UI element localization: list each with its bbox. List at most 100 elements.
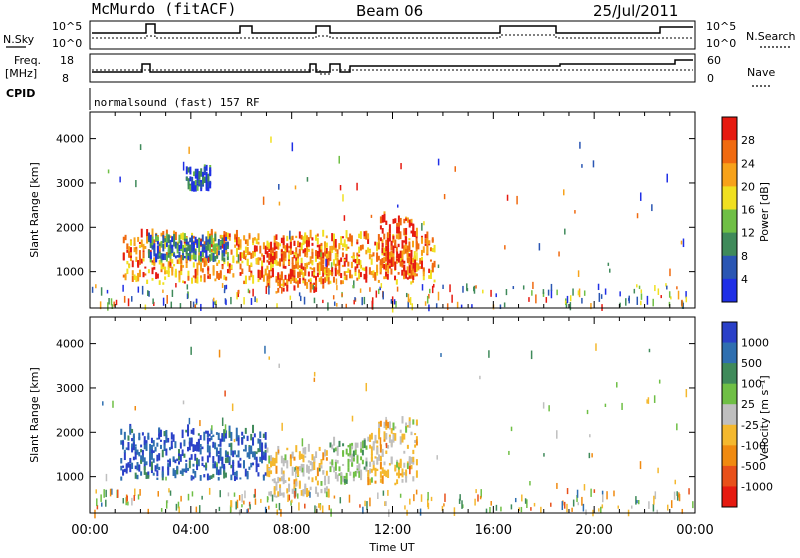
heatmap-cell	[177, 501, 180, 509]
heatmap-cell	[581, 164, 583, 168]
heatmap-cell	[201, 243, 204, 252]
heatmap-cell	[397, 224, 400, 230]
heatmap-cell	[401, 250, 404, 260]
heatmap-cell	[392, 263, 395, 267]
heatmap-cell	[577, 270, 580, 277]
heatmap-cell	[396, 258, 399, 261]
heatmap-cell	[271, 262, 274, 268]
heatmap-cell	[685, 291, 687, 299]
heatmap-cell	[529, 481, 531, 486]
heatmap-cell	[325, 258, 328, 268]
heatmap-cell	[646, 399, 648, 404]
heatmap-cell	[141, 432, 144, 436]
heatmap-cell	[306, 488, 309, 498]
heatmap-cell	[595, 343, 597, 351]
heatmap-cell	[347, 246, 350, 249]
heatmap-cell	[248, 446, 251, 455]
heatmap-cell	[299, 295, 302, 302]
heatmap-cell	[422, 246, 425, 253]
heatmap-cell	[387, 469, 390, 479]
heatmap-cell	[385, 220, 388, 225]
heatmap-cell	[264, 506, 267, 514]
heatmap-cell	[219, 466, 222, 475]
heatmap-cell	[284, 457, 287, 464]
heatmap-cell	[338, 260, 341, 266]
colorbar-swatch	[722, 342, 737, 364]
heatmap-cell	[403, 260, 406, 264]
heatmap-cell	[165, 476, 167, 481]
heatmap-cell	[636, 296, 639, 305]
heatmap-cell	[392, 245, 395, 252]
heatmap-cell	[266, 470, 269, 477]
heatmap-cell	[191, 176, 194, 186]
heatmap-cell	[257, 438, 260, 444]
heatmap-cell	[333, 301, 336, 306]
heatmap-cell	[383, 276, 386, 280]
heatmap-cell	[244, 490, 246, 499]
heatmap-cell	[613, 490, 615, 497]
heatmap-cell	[167, 437, 170, 443]
heatmap-cell	[122, 444, 125, 450]
heatmap-cell	[153, 262, 156, 266]
heatmap-cell	[194, 252, 197, 260]
heatmap-cell	[416, 252, 418, 261]
heatmap-cell	[286, 460, 289, 469]
heatmap-cell	[200, 180, 203, 189]
heatmap-cell	[280, 271, 283, 279]
heatmap-cell	[324, 277, 327, 283]
heatmap-cell	[414, 440, 417, 444]
heatmap-cell	[192, 275, 195, 278]
heatmap-cell	[412, 257, 415, 263]
heatmap-cell	[244, 275, 247, 285]
colorbar-tick-label: 12	[741, 227, 755, 240]
heatmap-cell	[235, 434, 238, 440]
heatmap-cell	[321, 505, 324, 514]
heatmap-cell	[363, 236, 366, 239]
heatmap-cell	[409, 297, 412, 305]
heatmap-cell	[109, 488, 112, 497]
cpid-value: normalsound (fast) 157 RF	[94, 96, 260, 109]
heatmap-cell	[350, 274, 353, 279]
heatmap-cell	[196, 168, 199, 176]
heatmap-cell	[196, 185, 199, 191]
colorbar-tick-label: 28	[741, 134, 755, 147]
heatmap-cell	[280, 237, 283, 244]
heatmap-cell	[232, 273, 235, 278]
heatmap-cell	[129, 240, 132, 246]
heatmap-cell	[354, 297, 356, 301]
heatmap-cell	[199, 475, 202, 481]
heatmap-cell	[224, 450, 227, 458]
heatmap-cell	[188, 437, 191, 446]
heatmap-cell	[405, 218, 408, 221]
heatmap-cell	[187, 253, 190, 261]
heatmap-cell	[264, 432, 267, 440]
heatmap-cell	[604, 288, 607, 295]
heatmap-cell	[409, 498, 411, 505]
heatmap-cell	[309, 229, 312, 239]
heatmap-cell	[158, 243, 161, 247]
heatmap-cell	[345, 303, 347, 308]
colorbar-swatch	[722, 278, 737, 303]
heatmap-cell	[206, 444, 209, 453]
heatmap-cell	[168, 488, 170, 493]
heatmap-cell	[451, 294, 453, 303]
heatmap-cell	[347, 237, 350, 242]
heatmap-cell	[277, 287, 280, 293]
heatmap-cell	[356, 239, 359, 244]
heatmap-cell	[397, 253, 400, 263]
freq-line	[92, 59, 693, 73]
heatmap-cell	[392, 434, 395, 443]
heatmap-cell	[563, 501, 566, 509]
heatmap-cell	[315, 287, 318, 292]
heatmap-cell	[358, 259, 361, 266]
heatmap-cell	[178, 255, 181, 265]
heatmap-cell	[224, 472, 227, 478]
heatmap-cell	[261, 253, 264, 257]
heatmap-cell	[185, 257, 188, 262]
heatmap-cell	[335, 278, 338, 285]
heatmap-cell	[556, 430, 558, 439]
heatmap-cell	[309, 461, 312, 466]
heatmap-cell	[405, 469, 408, 479]
heatmap-cell	[379, 237, 382, 242]
heatmap-cell	[653, 495, 655, 505]
